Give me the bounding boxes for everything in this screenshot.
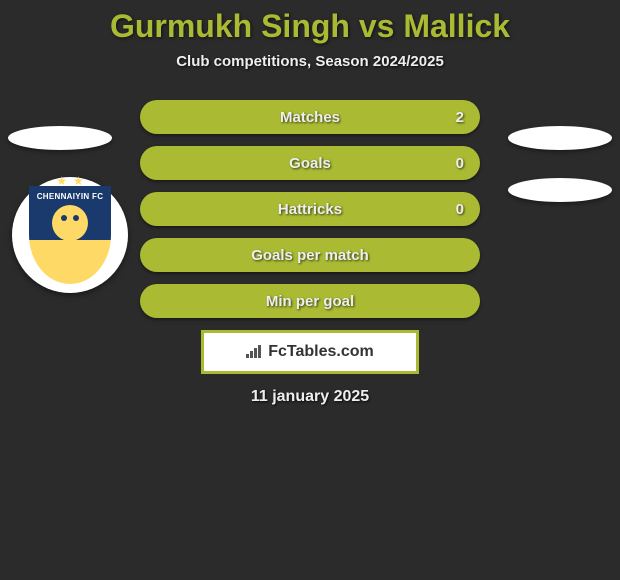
- source-logo: FcTables.com: [246, 343, 374, 361]
- stat-row-gpm: Goals per match: [140, 238, 480, 272]
- club-stars: ★ ★: [56, 174, 84, 188]
- subtitle: Club competitions, Season 2024/2025: [0, 53, 620, 70]
- stat-row-matches: Matches 2: [140, 100, 480, 134]
- date-text: 11 january 2025: [0, 388, 620, 406]
- player2-marker-1: [508, 126, 612, 150]
- club-badge: ★ ★ CHENNAIYIN FC: [12, 177, 128, 293]
- stat-value: 0: [456, 155, 464, 172]
- star-icon: ★: [73, 174, 84, 188]
- club-name: CHENNAIYIN FC: [37, 192, 104, 201]
- stat-row-mpg: Min per goal: [140, 284, 480, 318]
- logo-label: FcTables.com: [268, 343, 374, 361]
- source-logo-box: FcTables.com: [201, 330, 419, 374]
- stat-label: Matches: [280, 109, 340, 126]
- stat-label: Hattricks: [278, 201, 342, 218]
- stat-value: 0: [456, 201, 464, 218]
- stat-label: Min per goal: [266, 293, 354, 310]
- player2-marker-2: [508, 178, 612, 202]
- stat-label: Goals: [289, 155, 331, 172]
- club-badge-shield: ★ ★ CHENNAIYIN FC: [29, 186, 111, 284]
- stat-value: 2: [456, 109, 464, 126]
- stats-container: Matches 2 Goals 0 Hattricks 0 Goals per …: [140, 100, 480, 318]
- star-icon: ★: [56, 174, 67, 188]
- page-title: Gurmukh Singh vs Mallick: [0, 0, 620, 45]
- player1-marker: [8, 126, 112, 150]
- stat-label: Goals per match: [251, 247, 369, 264]
- chart-icon: [246, 344, 264, 361]
- stat-row-goals: Goals 0: [140, 146, 480, 180]
- club-mascot: [52, 205, 88, 241]
- stat-row-hattricks: Hattricks 0: [140, 192, 480, 226]
